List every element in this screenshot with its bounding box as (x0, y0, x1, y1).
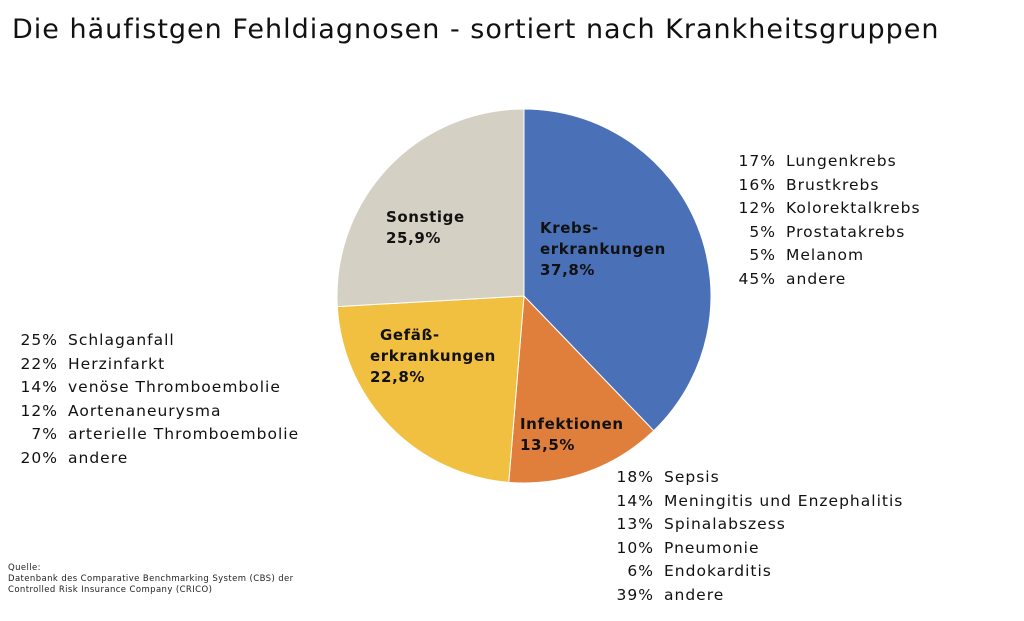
breakdown-item: 12% Aortenaneurysma (12, 400, 299, 424)
breakdown-percent: 5% (749, 246, 776, 264)
breakdown-percent: 45% (738, 269, 776, 288)
breakdown-percent: 12% (20, 401, 58, 420)
breakdown-percent: 14% (20, 378, 58, 396)
breakdown-label: Aortenaneurysma (68, 401, 222, 420)
breakdown-item: 12% Kolorektalkrebs (730, 197, 921, 221)
breakdown-item: 13% Spinalabszess (612, 513, 903, 537)
source-heading: Quelle: (8, 563, 41, 573)
breakdown-percent: 10% (616, 538, 654, 557)
slice-label-gefaess-line1: Gefäß- (380, 326, 440, 344)
breakdown-item: 20% andere (12, 447, 299, 471)
breakdown-label: Kolorektalkrebs (786, 199, 921, 217)
breakdown-item: 39% andere (612, 584, 903, 608)
breakdown-item: 17% Lungenkrebs (730, 150, 921, 174)
slice-label-gefaess-line2: erkrankungen (370, 347, 496, 365)
breakdown-label: Lungenkrebs (786, 152, 897, 170)
breakdown-item: 5% Prostatakrebs (730, 221, 921, 245)
breakdown-item: 6% Endokarditis (612, 560, 903, 584)
pie-slice-2 (336, 295, 525, 483)
breakdown-label: Sepsis (664, 468, 720, 486)
breakdown-infektionen: 18% Sepsis 14% Meningitis und Enzephalitis 1… (612, 466, 903, 607)
breakdown-gefaesse: 25% Schlaganfall 22% Herzinfarkt 14% venöse T… (12, 329, 299, 470)
breakdown-item: 22% Herzinfarkt (12, 353, 299, 377)
breakdown-percent: 39% (616, 585, 654, 604)
breakdown-label: Brustkrebs (786, 175, 880, 194)
breakdown-percent: 25% (20, 331, 58, 349)
breakdown-item: 18% Sepsis (612, 466, 903, 490)
slice-label-gefaess: Gefäß- erkrankungen 22,8% (370, 325, 496, 388)
breakdown-label: andere (664, 585, 725, 604)
breakdown-percent: 14% (616, 491, 654, 510)
slice-value-infektionen: 13,5% (520, 436, 576, 454)
breakdown-label: venöse Thromboembolie (68, 378, 281, 396)
breakdown-item: 7% arterielle Thromboembolie (12, 423, 299, 447)
breakdown-label: Meningitis und Enzephalitis (664, 491, 904, 510)
breakdown-label: Prostatakrebs (786, 222, 906, 241)
slice-label-infektionen-line1: Infektionen (520, 415, 624, 433)
breakdown-percent: 13% (616, 515, 654, 533)
slice-value-krebs: 37,8% (540, 261, 596, 279)
breakdown-percent: 20% (20, 448, 58, 467)
slice-label-krebs-line1: Krebs- (540, 219, 599, 237)
breakdown-item: 25% Schlaganfall (12, 329, 299, 353)
breakdown-label: Herzinfarkt (68, 354, 166, 373)
slice-value-gefaess: 22,8% (370, 368, 426, 386)
breakdown-percent: 12% (738, 199, 776, 217)
breakdown-percent: 22% (20, 354, 58, 373)
slice-label-sonstige: Sonstige 25,9% (386, 207, 465, 249)
breakdown-item: 16% Brustkrebs (730, 174, 921, 198)
slice-value-sonstige: 25,9% (386, 229, 442, 247)
breakdown-percent: 16% (738, 175, 776, 194)
pie-slice-1 (508, 294, 655, 484)
breakdown-item: 14% Meningitis und Enzephalitis (612, 490, 903, 514)
breakdown-item: 10% Pneumonie (612, 537, 903, 561)
breakdown-label: andere (786, 269, 847, 288)
breakdown-percent: 18% (616, 468, 654, 486)
slice-label-krebs: Krebs- erkrankungen 37,8% (540, 218, 666, 281)
slice-label-krebs-line2: erkrankungen (540, 240, 666, 258)
breakdown-label: Spinalabszess (664, 515, 786, 533)
breakdown-percent: 7% (31, 425, 58, 443)
breakdown-percent: 5% (749, 222, 776, 241)
slice-label-infektionen: Infektionen 13,5% (520, 414, 624, 456)
breakdown-label: Pneumonie (664, 538, 760, 557)
breakdown-item: 45% andere (730, 268, 921, 292)
breakdown-krebs: 17% Lungenkrebs 16% Brustkrebs 12% Kolorektal… (730, 150, 921, 291)
chart-title: Die häufistgen Fehldiagnosen - sortiert … (12, 14, 940, 45)
source-line: Controlled Risk Insurance Company (CRICO… (8, 585, 213, 595)
breakdown-label: Melanom (786, 246, 865, 264)
pie-slice-0 (523, 108, 712, 432)
breakdown-percent: 6% (627, 562, 654, 580)
pie-slice-3 (336, 108, 525, 308)
source-note: Quelle: Datenbank des Comparative Benchm… (8, 563, 294, 596)
breakdown-label: Endokarditis (664, 562, 772, 580)
slice-label-sonstige-line1: Sonstige (386, 208, 465, 226)
breakdown-label: andere (68, 448, 129, 467)
breakdown-percent: 17% (738, 152, 776, 170)
breakdown-label: Schlaganfall (68, 331, 175, 349)
breakdown-item: 14% venöse Thromboembolie (12, 376, 299, 400)
source-line: Datenbank des Comparative Benchmarking S… (8, 574, 294, 584)
breakdown-label: arterielle Thromboembolie (68, 425, 300, 443)
breakdown-item: 5% Melanom (730, 244, 921, 268)
